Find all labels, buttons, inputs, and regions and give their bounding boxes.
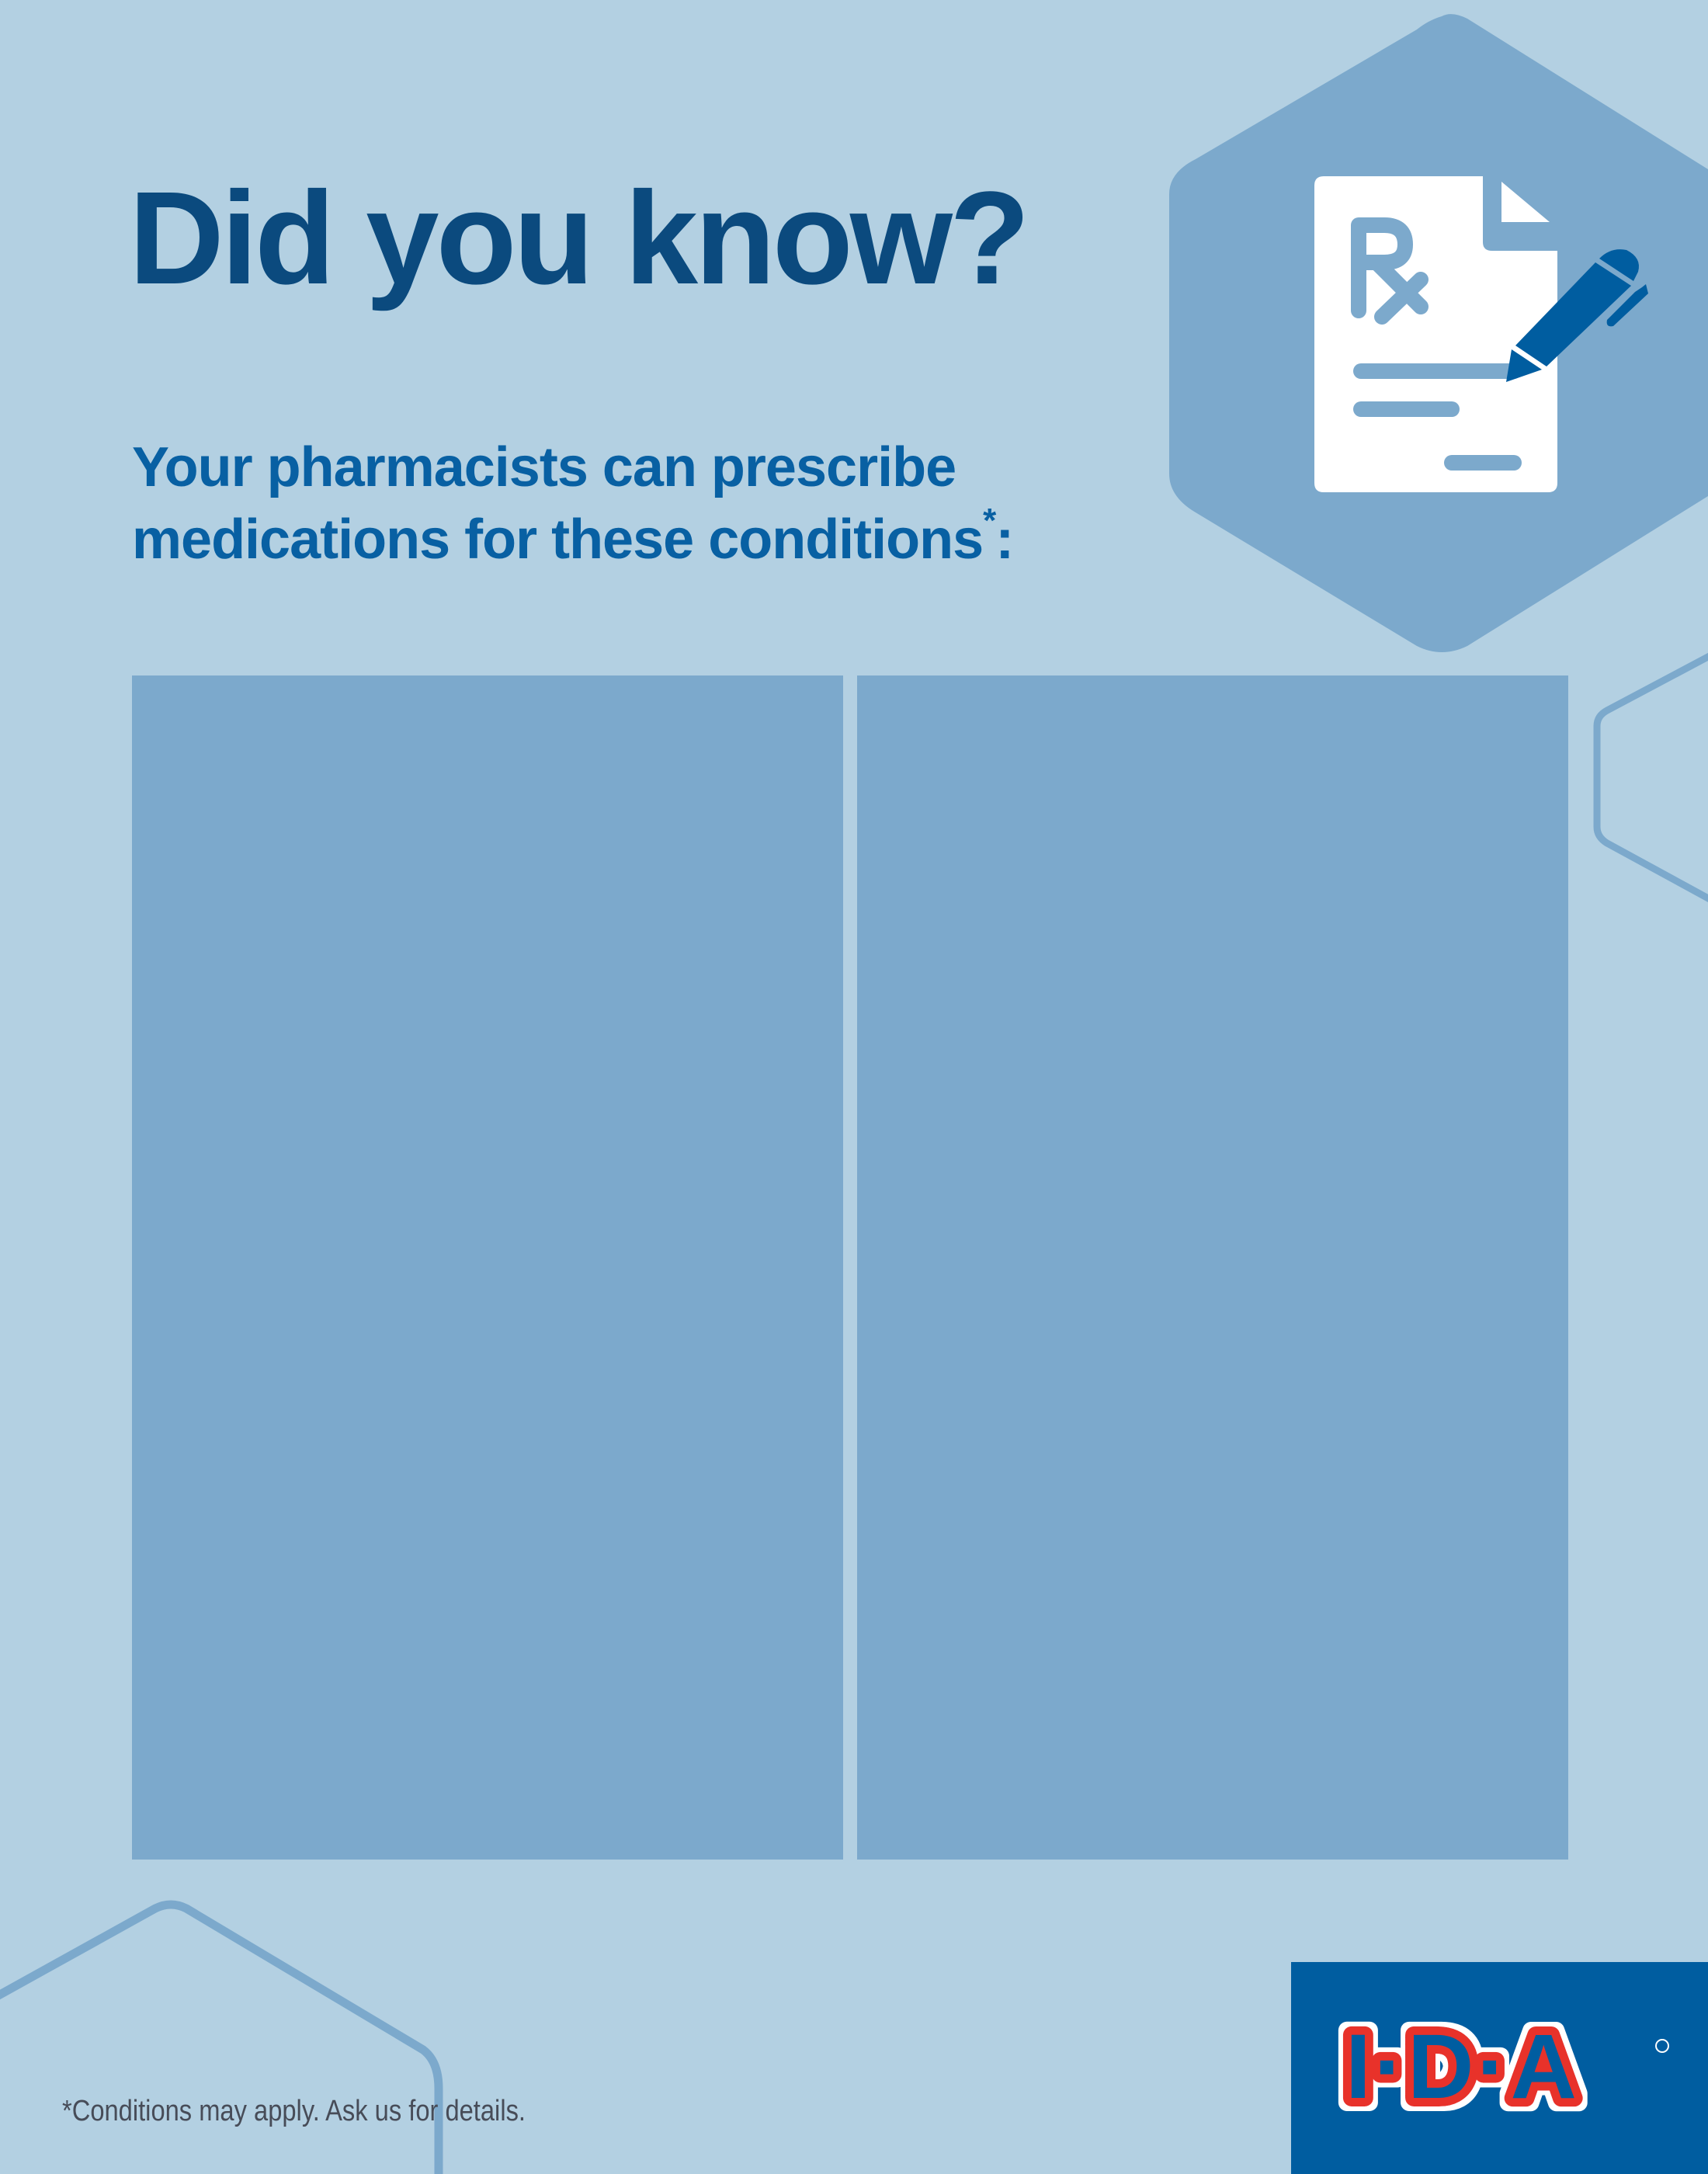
asterisk-mark: * xyxy=(983,502,996,540)
subtitle-line-2: medications for these conditions xyxy=(132,509,984,571)
conditions-panel-left xyxy=(132,675,843,1860)
ida-logo: I·D·A xyxy=(1291,1962,1708,2174)
ida-logo-lettering: I·D·A xyxy=(1345,2016,1580,2118)
pen-icon xyxy=(1506,249,1648,382)
hexagon-outline-bottom-left xyxy=(0,1900,443,2174)
ida-logo-mark: I·D·A xyxy=(1337,2007,1669,2127)
registered-mark xyxy=(1655,2039,1669,2053)
subtitle-colon: : xyxy=(995,509,1014,571)
subtitle: Your pharmacists can prescribe medicatio… xyxy=(132,432,1014,576)
page-title: Did you know? xyxy=(129,165,1030,312)
footnote: *Conditions may apply. Ask us for detail… xyxy=(62,2095,526,2127)
hexagon-outline-right xyxy=(1593,652,1708,902)
prescription-document-icon xyxy=(1314,176,1557,492)
conditions-panel-right xyxy=(857,675,1568,1860)
rx-symbol xyxy=(1351,217,1429,325)
subtitle-line-1: Your pharmacists can prescribe xyxy=(132,436,956,498)
